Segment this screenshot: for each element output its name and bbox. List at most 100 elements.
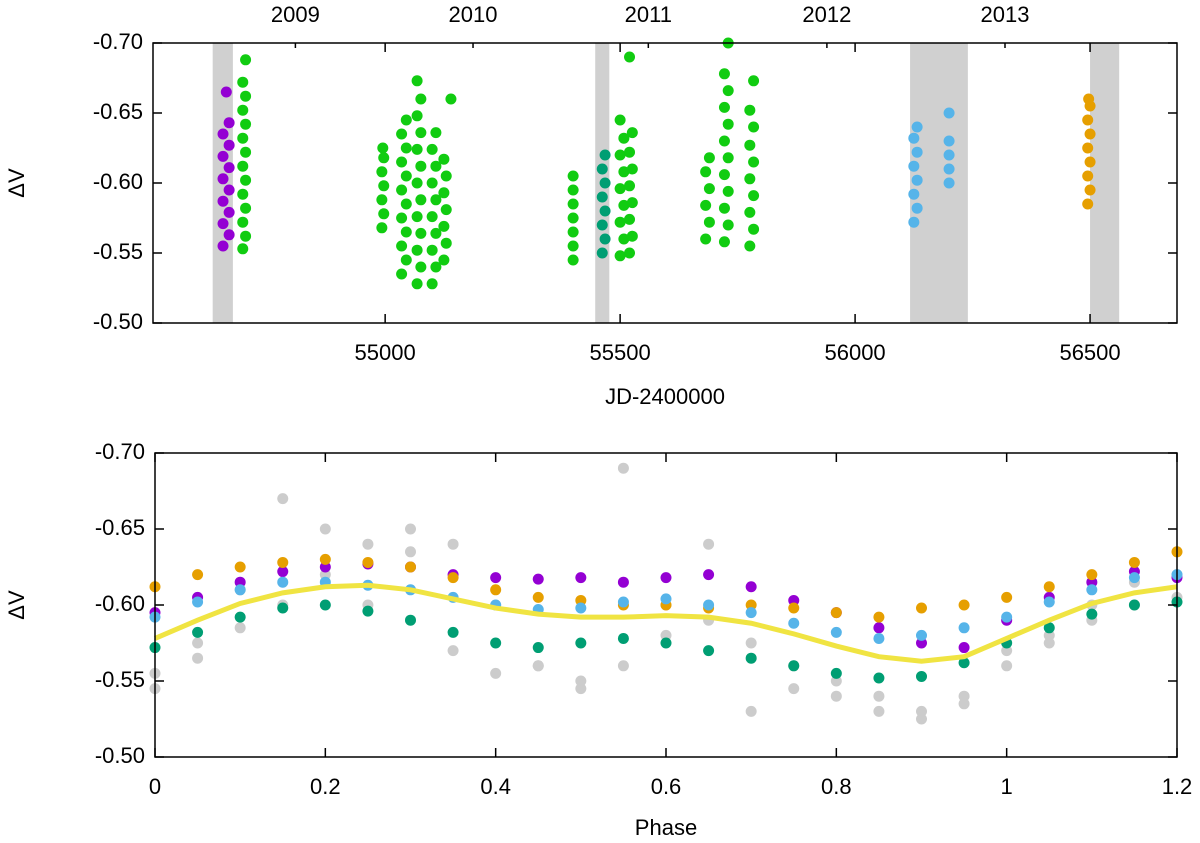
data-point	[943, 135, 955, 147]
data-point	[376, 222, 388, 234]
data-point	[718, 101, 730, 113]
x-tick-label: 0	[149, 774, 161, 799]
data-point	[873, 690, 885, 702]
data-point	[240, 202, 252, 214]
data-point	[411, 177, 423, 189]
x-tick-label: 0.2	[310, 774, 341, 799]
data-point	[1043, 629, 1055, 641]
data-point	[430, 227, 442, 239]
shaded-span	[1090, 43, 1120, 323]
data-point	[911, 202, 923, 214]
data-point	[575, 683, 587, 695]
data-point	[1001, 645, 1013, 657]
data-point	[277, 493, 289, 505]
data-point	[596, 191, 608, 203]
data-point	[958, 599, 970, 611]
data-point	[277, 576, 289, 588]
data-point	[943, 163, 955, 175]
data-point	[873, 705, 885, 717]
data-point	[958, 657, 970, 669]
data-point	[916, 670, 927, 682]
y-tick-label: -0.70	[93, 29, 143, 54]
data-point	[396, 212, 408, 224]
data-point	[911, 174, 923, 186]
data-point	[217, 195, 229, 207]
data-point	[748, 190, 760, 202]
data-point	[744, 139, 756, 151]
data-point	[319, 553, 331, 565]
data-point	[237, 243, 249, 255]
data-point	[234, 611, 246, 623]
x2-tick-label: 2009	[271, 2, 320, 27]
data-point	[426, 177, 438, 189]
data-point	[237, 104, 249, 116]
data-point	[567, 212, 579, 224]
x-tick-label: 56000	[824, 340, 885, 365]
data-point	[703, 216, 715, 228]
data-point	[596, 247, 608, 259]
data-point	[617, 596, 629, 608]
data-point	[744, 173, 756, 185]
data-point	[618, 166, 630, 178]
x-tick-label: 55000	[355, 340, 416, 365]
data-point	[958, 690, 970, 702]
data-point	[438, 220, 450, 232]
data-point	[617, 632, 629, 644]
data-point	[703, 645, 715, 657]
data-point	[873, 672, 885, 684]
data-point	[396, 240, 408, 252]
data-point	[718, 236, 730, 248]
data-point	[438, 153, 450, 165]
data-point	[1083, 93, 1095, 105]
data-point	[426, 278, 438, 290]
data-point	[745, 637, 757, 649]
data-point	[411, 278, 423, 290]
data-point	[1082, 114, 1094, 126]
data-point	[378, 180, 390, 192]
x-tick-label: 1.2	[1162, 774, 1193, 799]
data-point	[722, 219, 734, 231]
y-tick-label: -0.50	[95, 743, 145, 768]
data-point	[916, 629, 927, 641]
data-point	[958, 642, 970, 654]
data-point	[217, 240, 229, 252]
data-point	[599, 205, 611, 217]
data-point	[1001, 660, 1013, 672]
data-point	[567, 170, 579, 182]
data-point	[1086, 569, 1098, 581]
y-tick-label: -0.60	[93, 169, 143, 194]
data-point	[426, 211, 438, 223]
data-point	[943, 149, 955, 161]
data-point	[1128, 599, 1140, 611]
data-point	[415, 261, 427, 273]
data-point	[217, 128, 229, 140]
data-point	[405, 523, 416, 535]
data-point	[958, 698, 970, 710]
data-point	[192, 626, 204, 638]
data-point	[217, 218, 229, 230]
data-point	[1043, 637, 1055, 649]
data-point	[319, 523, 331, 535]
x-tick-label: 56500	[1059, 340, 1120, 365]
data-point	[1043, 596, 1055, 608]
x-tick-label: 0.4	[480, 774, 511, 799]
data-point	[614, 250, 626, 262]
data-point	[234, 561, 246, 573]
data-point	[223, 162, 235, 174]
data-point	[718, 202, 730, 214]
data-point	[614, 149, 626, 161]
data-point	[943, 107, 955, 119]
data-point	[430, 160, 442, 172]
data-point	[614, 183, 626, 195]
data-point	[223, 139, 235, 151]
data-point	[240, 54, 252, 66]
data-point	[788, 594, 800, 606]
data-point	[240, 230, 252, 242]
data-point	[396, 184, 408, 196]
data-point	[237, 76, 249, 88]
y-tick-label: -0.65	[93, 99, 143, 124]
data-point	[192, 652, 204, 664]
data-point	[490, 584, 502, 596]
data-point	[703, 538, 715, 550]
